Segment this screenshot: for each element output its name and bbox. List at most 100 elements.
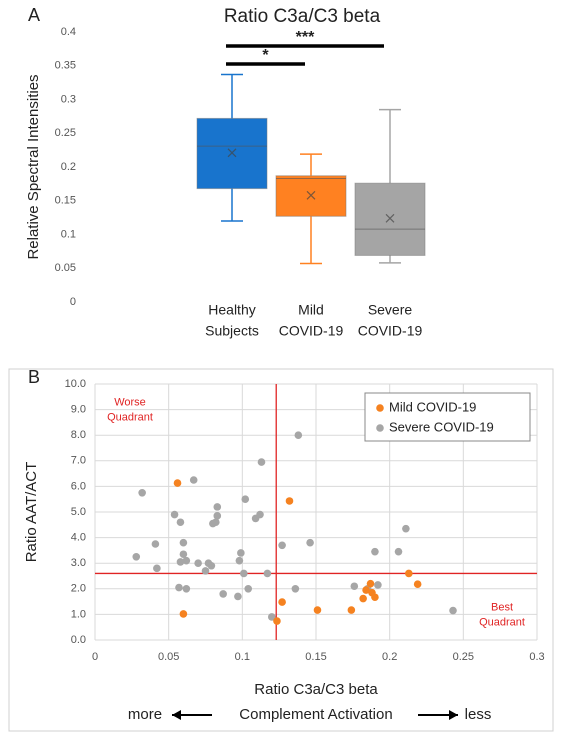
data-point bbox=[219, 590, 227, 598]
data-point bbox=[402, 524, 410, 533]
x-axis-note: less bbox=[465, 706, 492, 723]
chart-title: Ratio C3a/C3 beta bbox=[224, 6, 381, 27]
panel-b-frame bbox=[8, 368, 554, 732]
data-point bbox=[132, 553, 141, 561]
mean-marker bbox=[227, 148, 237, 158]
data-point bbox=[273, 617, 281, 625]
quadrant-label: Best Quadrant bbox=[479, 601, 525, 628]
legend-marker bbox=[376, 424, 384, 432]
data-point bbox=[241, 495, 250, 504]
y-tick-label: 2.0 bbox=[71, 583, 86, 595]
significance-label: *** bbox=[296, 29, 315, 46]
x-axis-note: Complement Activation bbox=[239, 706, 392, 723]
x-tick-label: 0.2 bbox=[382, 651, 397, 663]
arrow-head bbox=[172, 710, 181, 720]
data-point bbox=[179, 610, 188, 618]
panel-label: A bbox=[28, 5, 40, 25]
data-point bbox=[371, 547, 379, 556]
x-tick-label: 0.05 bbox=[158, 651, 179, 663]
data-point bbox=[151, 540, 160, 548]
y-tick-label: 0.25 bbox=[55, 127, 76, 139]
data-point bbox=[237, 549, 245, 557]
data-point bbox=[176, 518, 185, 527]
data-point bbox=[194, 559, 202, 567]
data-point bbox=[263, 569, 272, 578]
data-point bbox=[138, 489, 146, 497]
data-point bbox=[285, 497, 294, 505]
legend-box bbox=[364, 392, 531, 442]
data-point bbox=[234, 592, 242, 601]
y-tick-label: 0.3 bbox=[61, 93, 76, 105]
data-point bbox=[170, 510, 179, 519]
y-tick-label: 0.35 bbox=[55, 60, 76, 72]
y-tick-label: 0.05 bbox=[55, 262, 76, 274]
data-point bbox=[374, 581, 382, 589]
data-point bbox=[394, 547, 403, 556]
data-point bbox=[182, 556, 191, 565]
data-point bbox=[257, 458, 266, 466]
data-point bbox=[244, 585, 253, 593]
data-point bbox=[268, 613, 276, 621]
data-point bbox=[256, 510, 264, 519]
data-point bbox=[313, 606, 322, 614]
data-point bbox=[449, 606, 457, 615]
y-tick-label: 3.0 bbox=[71, 557, 86, 569]
data-point bbox=[207, 561, 216, 570]
y-tick-label: 0.0 bbox=[71, 634, 86, 646]
data-point bbox=[359, 594, 367, 603]
y-tick-label: 0.2 bbox=[61, 161, 76, 173]
y-tick-label: 5.0 bbox=[71, 506, 86, 518]
data-point bbox=[347, 606, 356, 614]
legend-marker bbox=[376, 404, 384, 412]
x-tick-label: Severe COVID-19 bbox=[358, 301, 423, 338]
y-axis-label: Ratio AAT/ACT bbox=[23, 462, 40, 563]
x-tick-label: 0.15 bbox=[305, 651, 326, 663]
data-point bbox=[278, 541, 286, 550]
data-point bbox=[366, 579, 375, 588]
y-tick-label: 0.15 bbox=[55, 195, 76, 207]
y-tick-label: 0 bbox=[70, 296, 76, 308]
x-tick-label: Mild COVID-19 bbox=[279, 301, 344, 338]
data-point bbox=[240, 569, 248, 578]
x-tick-label: 0.25 bbox=[453, 651, 474, 663]
mean-marker bbox=[306, 190, 316, 200]
data-point bbox=[405, 569, 413, 578]
y-axis-label: Relative Spectral Intensities bbox=[25, 74, 42, 259]
data-point bbox=[371, 593, 379, 602]
data-point bbox=[201, 567, 210, 575]
y-tick-label: 1.0 bbox=[71, 608, 86, 620]
data-point bbox=[350, 582, 359, 591]
data-point bbox=[212, 518, 220, 527]
y-tick-label: 0.1 bbox=[61, 228, 76, 240]
panel-label: B bbox=[28, 367, 40, 387]
legend-label: Severe COVID-19 bbox=[389, 419, 494, 434]
data-point bbox=[173, 479, 182, 487]
arrow-head bbox=[449, 710, 458, 720]
x-tick-label: 0 bbox=[92, 651, 98, 663]
data-point bbox=[182, 585, 191, 593]
y-tick-label: 7.0 bbox=[71, 455, 86, 467]
data-point bbox=[294, 431, 303, 440]
y-tick-label: 0.4 bbox=[61, 26, 76, 38]
data-point bbox=[278, 598, 286, 606]
x-axis-label: Ratio C3a/C3 beta bbox=[254, 681, 378, 698]
data-point bbox=[175, 583, 183, 592]
box bbox=[354, 182, 426, 256]
data-point bbox=[235, 556, 244, 565]
x-tick-label: 0.1 bbox=[235, 651, 250, 663]
data-point bbox=[362, 586, 370, 594]
data-point bbox=[213, 512, 222, 520]
significance-label: * bbox=[262, 47, 269, 64]
y-tick-label: 4.0 bbox=[71, 532, 86, 544]
data-point bbox=[189, 476, 198, 484]
y-tick-label: 10.0 bbox=[65, 378, 86, 390]
data-point bbox=[153, 564, 161, 573]
data-point bbox=[179, 538, 188, 547]
x-tick-label: Healthy Subjects bbox=[205, 301, 259, 338]
y-tick-label: 9.0 bbox=[71, 404, 86, 416]
data-point bbox=[291, 585, 300, 593]
data-point bbox=[213, 503, 222, 511]
quadrant-label: Worse Quadrant bbox=[107, 396, 153, 423]
x-tick-label: 0.3 bbox=[529, 651, 544, 663]
